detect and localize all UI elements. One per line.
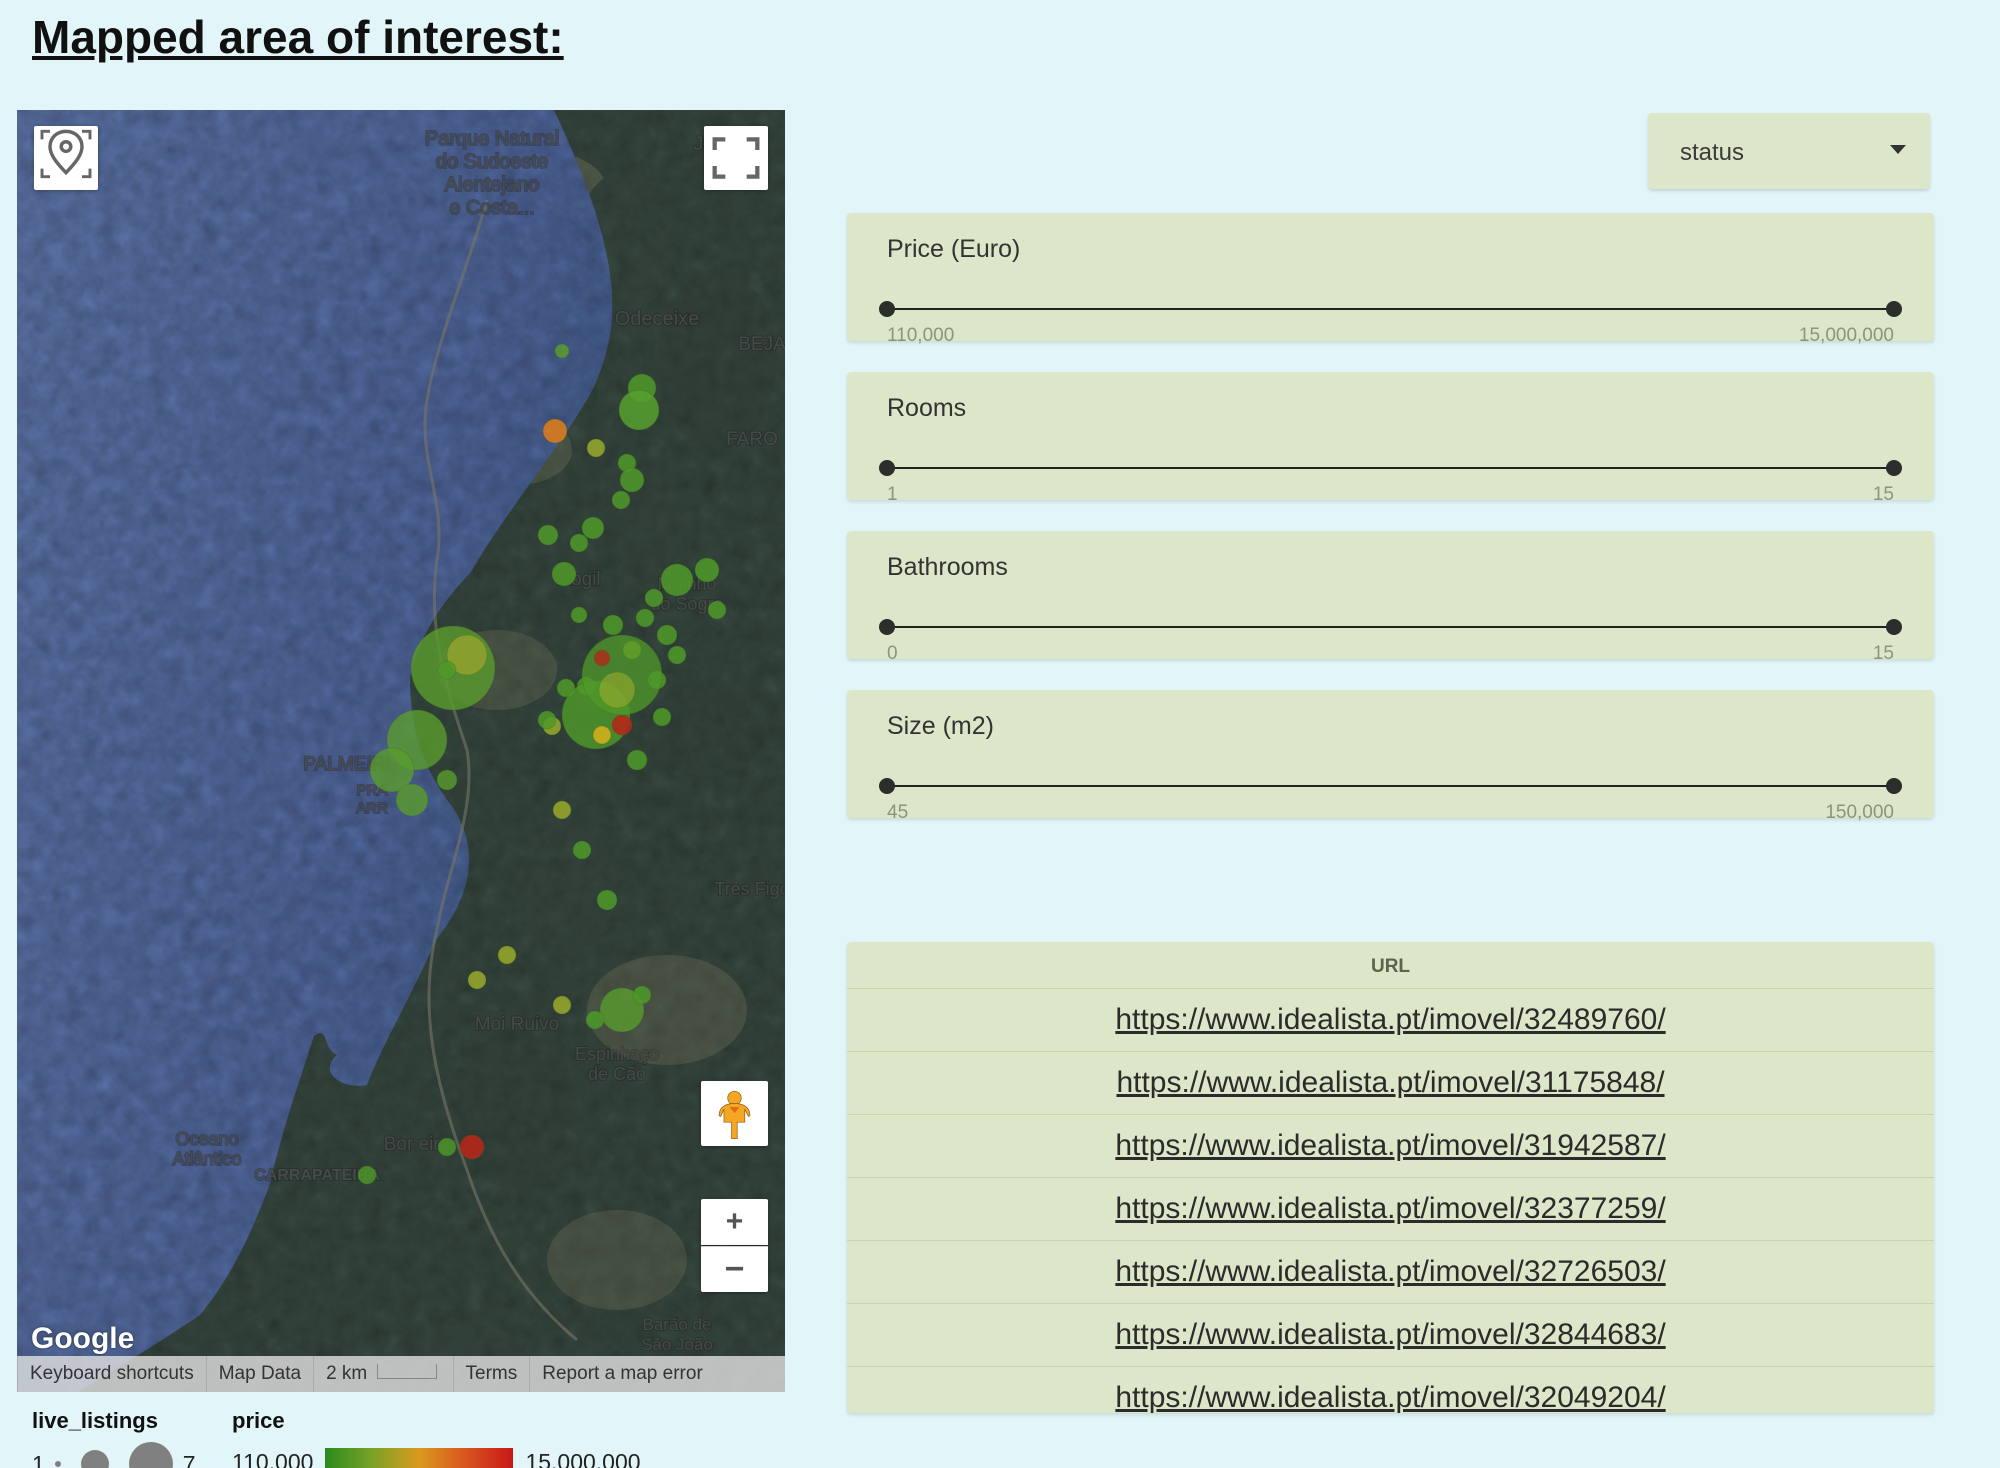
svg-text:Moi Ruivo: Moi Ruivo (475, 1014, 559, 1035)
svg-text:Odeceixe: Odeceixe (615, 308, 700, 330)
svg-text:e Costa...: e Costa... (449, 197, 535, 219)
svg-text:Alentejano: Alentejano (445, 174, 540, 196)
svg-text:ARR: ARR (356, 800, 388, 817)
svg-text:São João: São João (641, 1335, 713, 1354)
svg-text:Barão de: Barão de (643, 1315, 712, 1334)
svg-text:de Cão: de Cão (588, 1064, 646, 1084)
svg-text:Espinhaço: Espinhaço (575, 1044, 659, 1064)
svg-text:Atlântico: Atlântico (172, 1149, 241, 1169)
svg-text:do Sudoeste: do Sudoeste (436, 151, 548, 173)
svg-text:Parque Natural: Parque Natural (425, 128, 560, 150)
svg-text:Oceano: Oceano (175, 1129, 238, 1149)
svg-text:FARO: FARO (726, 429, 778, 450)
svg-text:Três Figo: Três Figo (714, 879, 785, 899)
svg-text:BEJA: BEJA (738, 334, 785, 355)
